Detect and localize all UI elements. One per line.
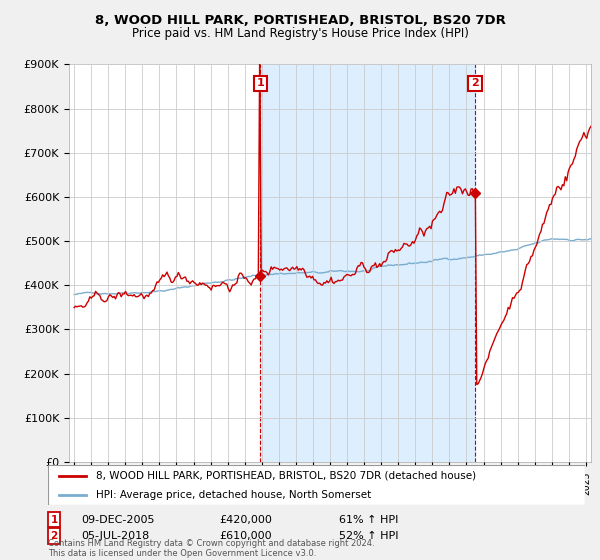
Text: 05-JUL-2018: 05-JUL-2018 <box>81 531 149 541</box>
Text: 1: 1 <box>50 515 58 525</box>
Text: 2: 2 <box>50 531 58 541</box>
Text: 8, WOOD HILL PARK, PORTISHEAD, BRISTOL, BS20 7DR: 8, WOOD HILL PARK, PORTISHEAD, BRISTOL, … <box>95 14 505 27</box>
Text: 1: 1 <box>257 78 264 88</box>
Text: HPI: Average price, detached house, North Somerset: HPI: Average price, detached house, Nort… <box>97 490 371 500</box>
Text: 52% ↑ HPI: 52% ↑ HPI <box>339 531 398 541</box>
Text: 8, WOOD HILL PARK, PORTISHEAD, BRISTOL, BS20 7DR (detached house): 8, WOOD HILL PARK, PORTISHEAD, BRISTOL, … <box>97 471 476 480</box>
Text: 61% ↑ HPI: 61% ↑ HPI <box>339 515 398 525</box>
Text: Price paid vs. HM Land Registry's House Price Index (HPI): Price paid vs. HM Land Registry's House … <box>131 27 469 40</box>
Bar <box>260 64 475 462</box>
Text: £420,000: £420,000 <box>219 515 272 525</box>
Text: 2: 2 <box>471 78 479 88</box>
Text: £610,000: £610,000 <box>219 531 272 541</box>
Text: Contains HM Land Registry data © Crown copyright and database right 2024.
This d: Contains HM Land Registry data © Crown c… <box>48 539 374 558</box>
Text: 09-DEC-2005: 09-DEC-2005 <box>81 515 155 525</box>
